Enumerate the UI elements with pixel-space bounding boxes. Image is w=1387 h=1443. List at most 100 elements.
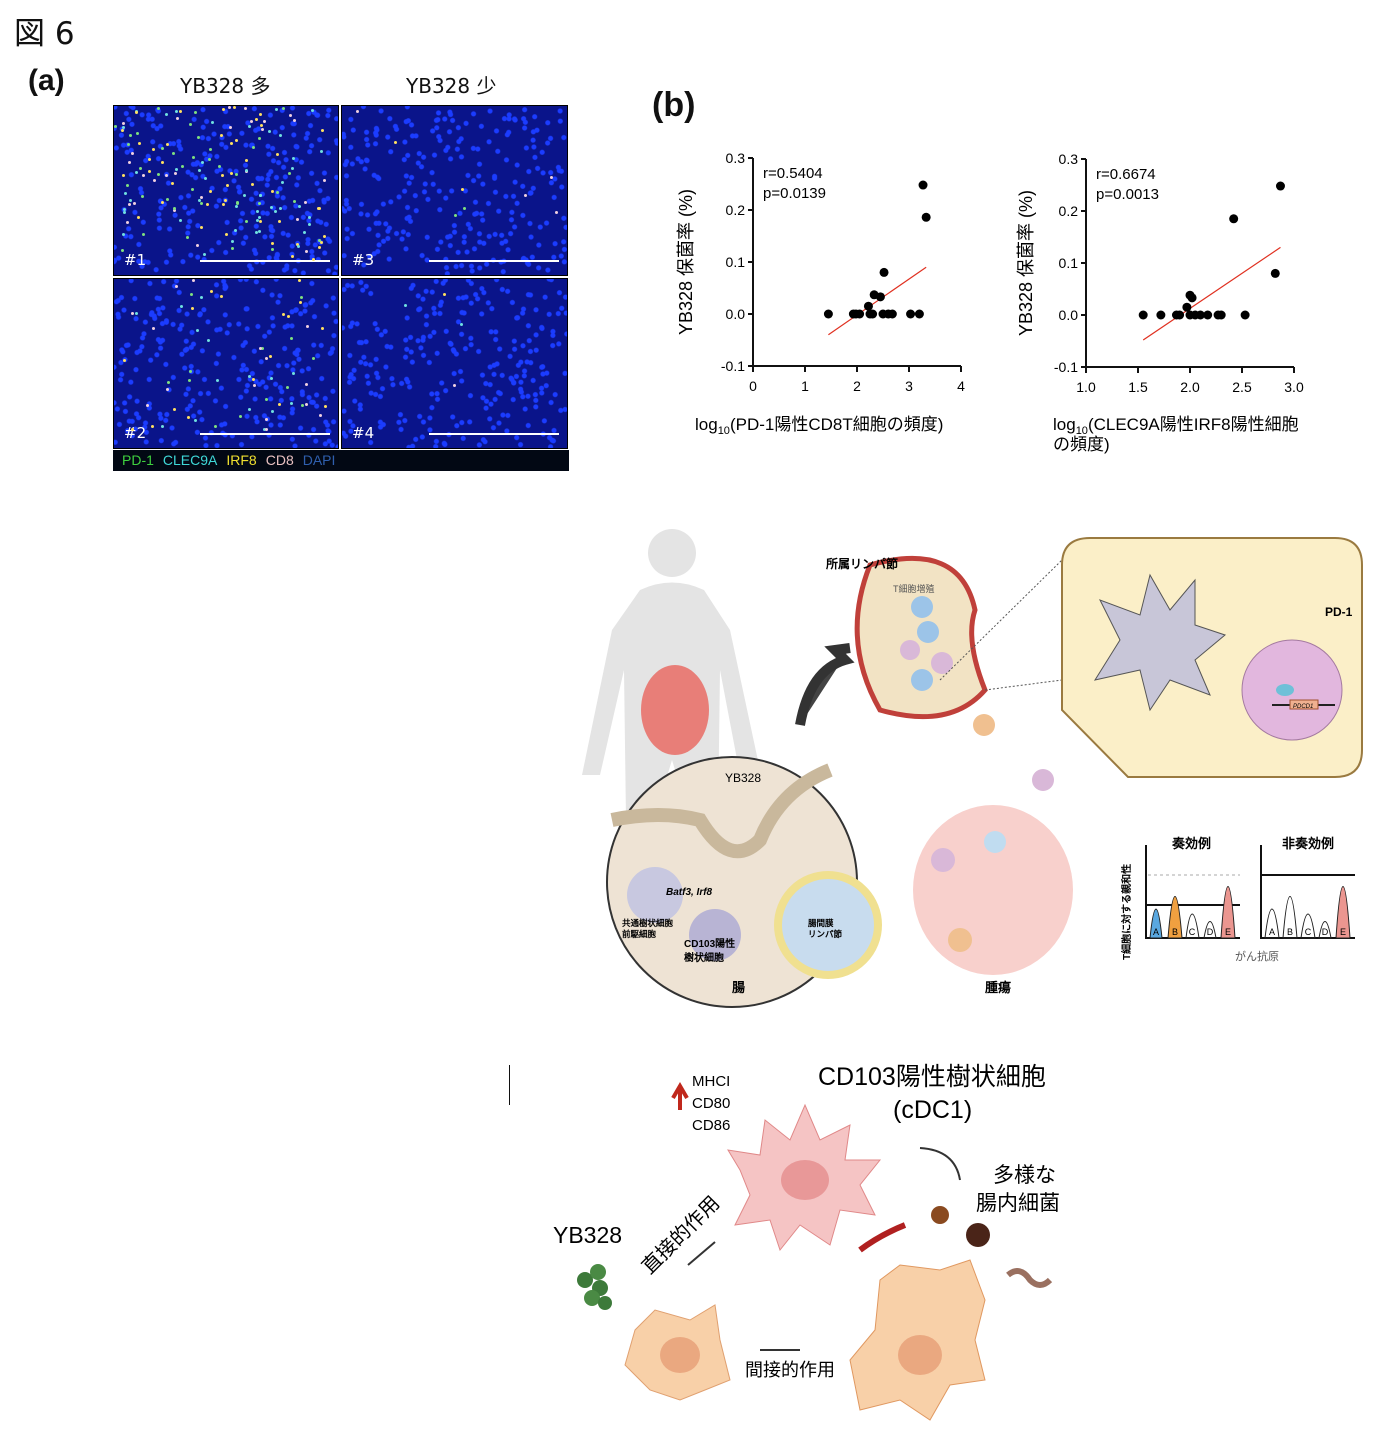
fluorescent-cell bbox=[146, 403, 150, 407]
data-point bbox=[1187, 293, 1197, 303]
x-tick-label: 2.5 bbox=[1232, 379, 1252, 395]
data-point bbox=[1175, 310, 1185, 320]
fluorescent-cell bbox=[257, 136, 261, 140]
x-label-subscript: 10 bbox=[718, 425, 730, 437]
data-point bbox=[1270, 268, 1280, 278]
fluorescent-cell bbox=[452, 384, 456, 388]
fluorescent-cell bbox=[220, 295, 224, 299]
fluorescent-cell bbox=[203, 176, 207, 180]
fluorescent-cell bbox=[121, 233, 125, 237]
fluorescent-cell bbox=[322, 234, 326, 238]
fluorescent-cell bbox=[191, 279, 195, 283]
fluorescent-cell bbox=[152, 327, 156, 331]
fluorescent-cell bbox=[269, 205, 273, 209]
fluorescent-cell bbox=[282, 107, 286, 111]
fluorescent-cell bbox=[120, 249, 124, 253]
stat-annotation: p=0.0139 bbox=[763, 185, 826, 202]
fluorescent-cell bbox=[290, 337, 294, 341]
fluorescent-cell bbox=[209, 290, 213, 294]
fluorescent-cell bbox=[157, 107, 161, 111]
fluorescent-cell bbox=[259, 112, 263, 116]
fluorescent-cell bbox=[230, 142, 234, 146]
activated-dc-icon bbox=[849, 1259, 986, 1421]
fluorescent-cell bbox=[135, 110, 139, 114]
x-label-text: (CLEC9A陽性IRF8陽性細胞 bbox=[1088, 415, 1299, 434]
mechanism-diagram: 所属リンパ節 T細胞増殖 PD-1 PDCD1 YB328 Batf3, Irf… bbox=[582, 529, 1363, 1008]
fluorescent-cell bbox=[207, 339, 211, 343]
affinity-charts bbox=[1145, 845, 1355, 939]
fluorescent-cell bbox=[249, 119, 253, 123]
fluorescent-cell bbox=[270, 409, 274, 413]
cd103-dc-label-2: 樹状細胞 bbox=[684, 951, 724, 964]
fluorescent-cell bbox=[134, 312, 138, 316]
micrograph-1: #1 bbox=[113, 105, 339, 276]
fluorescent-cell bbox=[320, 129, 324, 133]
fluorescent-cell bbox=[120, 129, 124, 133]
fluorescent-cell bbox=[218, 164, 222, 168]
data-point bbox=[875, 292, 885, 302]
fluorescent-cell bbox=[161, 160, 165, 164]
fluorescent-cell bbox=[199, 295, 203, 299]
y-tick-label: 0.1 bbox=[726, 254, 746, 270]
fluorescent-cell bbox=[394, 140, 398, 144]
x-axis-label: log10(PD-1陽性CD8T細胞の頻度) bbox=[695, 415, 943, 437]
fluorescent-cell bbox=[235, 202, 239, 206]
fluorescent-cell bbox=[308, 215, 312, 219]
fluorescent-cell bbox=[165, 173, 169, 177]
fluorescent-cell bbox=[209, 189, 213, 193]
fluorescent-cell bbox=[234, 172, 238, 176]
fluorescent-cell bbox=[323, 178, 327, 182]
fluorescent-cell bbox=[244, 106, 248, 110]
stain-legend-pd-1: PD-1 bbox=[122, 452, 154, 468]
fluorescent-cell bbox=[258, 347, 262, 351]
x-tick-label: 3 bbox=[905, 378, 913, 394]
fluorescent-cell bbox=[174, 172, 178, 176]
stain-legend: PD-1 CLEC9A IRF8 CD8 DAPI bbox=[113, 450, 569, 471]
fluorescent-cell bbox=[126, 143, 130, 147]
fluorescent-cell bbox=[254, 118, 258, 122]
fluorescent-cell bbox=[273, 209, 277, 213]
x-label-text: (PD-1陽性CD8T細胞の頻度) bbox=[730, 415, 943, 434]
stat-annotation: p=0.0013 bbox=[1096, 186, 1159, 203]
x-label-log: log bbox=[695, 415, 718, 434]
fluorescent-cell bbox=[202, 252, 206, 256]
micrograph-3: #3 bbox=[341, 105, 568, 276]
fluorescent-cell bbox=[133, 202, 137, 206]
fluorescent-cell bbox=[292, 118, 296, 122]
fluorescent-cell bbox=[166, 380, 170, 384]
fluorescent-cell bbox=[151, 425, 155, 429]
fluorescent-cell bbox=[264, 418, 268, 422]
fluorescent-cell bbox=[307, 222, 311, 226]
data-point bbox=[918, 180, 928, 190]
fluorescent-cell bbox=[244, 159, 248, 163]
fluorescent-cell bbox=[268, 354, 272, 358]
fluorescent-cell bbox=[205, 202, 209, 206]
scale-bar bbox=[429, 260, 559, 262]
fluorescent-cell bbox=[258, 194, 262, 198]
gut-label: 腸 bbox=[732, 980, 745, 995]
x-tick-label: 2 bbox=[853, 378, 861, 394]
image-number: #3 bbox=[352, 251, 375, 269]
x-tick-label: 0 bbox=[749, 378, 757, 394]
fluorescent-cell bbox=[208, 157, 212, 161]
data-point bbox=[1156, 310, 1166, 320]
fluorescent-cell bbox=[124, 192, 128, 196]
indirect-effect-label: 間接的作用 bbox=[745, 1360, 835, 1380]
data-point bbox=[1275, 181, 1285, 191]
marker-mhci: MHCI bbox=[692, 1073, 730, 1090]
fluorescent-cell bbox=[129, 133, 133, 137]
fluorescent-cell bbox=[318, 207, 322, 211]
fluorescent-cell bbox=[195, 328, 199, 332]
fluorescent-cell bbox=[292, 371, 296, 375]
fluorescent-cell bbox=[171, 182, 175, 186]
x-tick-label: 3.0 bbox=[1284, 379, 1304, 395]
fluorescent-cell bbox=[172, 207, 176, 211]
precursor-cell-icon bbox=[624, 1304, 731, 1401]
scatter-plots: -0.1 0.0 0.1 0.2 0.3 0 1 2 3 4 r=0.5404 p=0.0139 YB3… bbox=[676, 150, 1304, 454]
fluorescent-cell bbox=[198, 198, 202, 202]
fluorescent-cell bbox=[174, 110, 178, 114]
fluorescent-cell bbox=[121, 121, 125, 125]
x-tick-label: 4 bbox=[957, 378, 965, 394]
fluorescent-cell bbox=[286, 386, 290, 390]
